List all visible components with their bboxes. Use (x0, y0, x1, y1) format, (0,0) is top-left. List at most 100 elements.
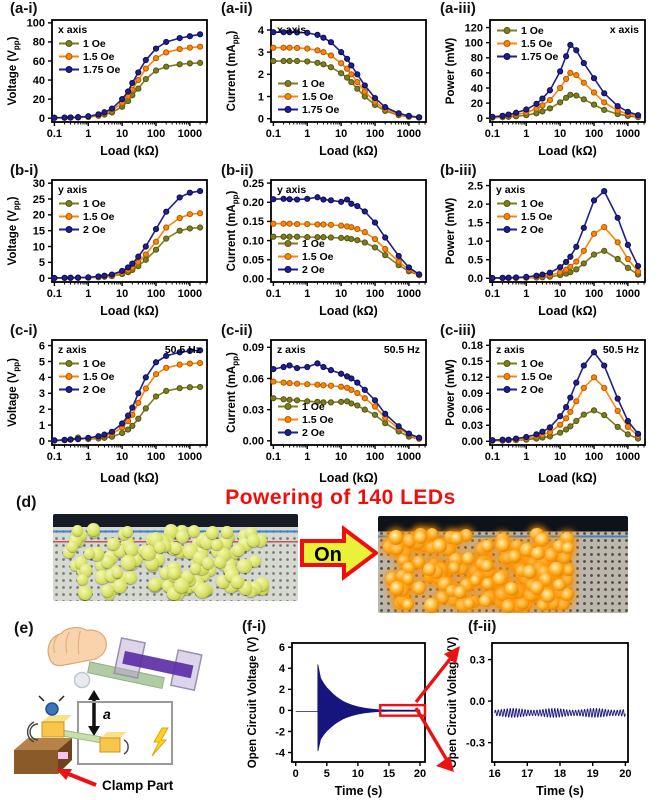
x-axis-label: Load (kΩ) (319, 471, 378, 485)
data-marker (286, 362, 293, 369)
data-marker (505, 111, 512, 118)
led-unlit (198, 569, 210, 581)
y-axis-label: Open Circuit Voltage (V) (247, 637, 259, 769)
x-tick-label: 0.1 (47, 288, 62, 300)
data-marker (51, 274, 58, 282)
data-marker (344, 55, 351, 62)
led-unlit (141, 545, 156, 560)
data-marker (142, 405, 149, 412)
led-unlit (174, 578, 190, 594)
data-marker (523, 106, 530, 113)
y-tick-label: 0.03 (243, 404, 264, 416)
led-unlit (63, 546, 75, 558)
x-tick-label: 20 (619, 768, 631, 780)
chart-current-z-axis: 0.1 1 10 100 1000 0.00 0.03 0.06 0.09 Load (kΩ) Cu… (226, 339, 427, 485)
data-marker (557, 269, 564, 276)
data-marker (293, 57, 301, 65)
data-marker (614, 407, 621, 414)
data-marker (395, 110, 402, 117)
led-lit (412, 580, 427, 595)
legend-entry: 2 Oe (83, 384, 106, 396)
y-tick-label: -2 (275, 726, 285, 738)
data-marker (512, 274, 520, 281)
data-marker (286, 57, 293, 65)
data-marker (304, 45, 311, 52)
data-marker (338, 234, 345, 242)
pink-pad (58, 752, 68, 759)
data-marker (135, 76, 142, 84)
data-marker (320, 234, 327, 241)
data-marker (348, 62, 355, 69)
legend-entry: 1.75 Oe (302, 104, 340, 116)
data-marker (176, 45, 183, 53)
data-marker (573, 266, 580, 273)
data-marker (108, 428, 116, 435)
panel-label-d: (d) (16, 494, 37, 511)
led-unlit (246, 534, 260, 548)
led-unlit (148, 578, 161, 591)
data-marker (405, 264, 412, 271)
data-marker (152, 393, 160, 400)
led-unlit (71, 524, 84, 537)
x-tick-label: 0.1 (266, 128, 281, 140)
data-marker (405, 430, 412, 437)
y-tick-label: 3 (39, 388, 45, 400)
panel-f-i: (f-i) 0 5 10 15 20 -4 -2 0 2 4 6 Time (s) Open Circu… (234, 618, 460, 800)
data-marker (624, 255, 631, 263)
acceleration-label: a (103, 706, 111, 722)
panel-label: (a-iii) (440, 0, 476, 17)
data-marker (163, 224, 170, 231)
y-axis-label: Voltage (Vpp) (7, 36, 21, 105)
led-unlit (221, 526, 233, 538)
legend-entry: 1 Oe (302, 238, 325, 250)
data-marker (415, 434, 423, 441)
clamp-part-label: Clamp Part (102, 778, 174, 793)
y-tick-label: 6 (39, 340, 45, 352)
data-marker (270, 57, 277, 65)
panel-label: (b-i) (10, 162, 39, 179)
x-tick-label: 1000 (178, 128, 202, 140)
data-marker (601, 247, 608, 254)
data-marker (539, 428, 546, 435)
data-marker (142, 374, 149, 381)
legend-entry: 2 Oe (521, 224, 544, 236)
data-marker (286, 220, 293, 227)
data-marker (614, 395, 621, 402)
y-tick-label: 2.0 (468, 199, 483, 211)
data-marker (176, 214, 183, 222)
data-marker (320, 382, 327, 389)
panel-b-ii: (b-ii) 0.1 1 10 100 1000 0.00 0.05 0.10 0.15 0.20… (219, 160, 438, 320)
y-tick-label: 100 (27, 18, 45, 30)
led-unlit (154, 541, 167, 554)
data-marker (293, 233, 301, 240)
y-axis-label: Current (mApp) (226, 30, 240, 111)
x-tick-label: 1000 (178, 451, 202, 463)
data-marker (557, 421, 564, 428)
led-lit (423, 562, 437, 576)
x-tick-label: 0.1 (485, 128, 500, 140)
legend-entry: 1 Oe (521, 25, 544, 37)
data-marker (196, 187, 204, 195)
panel-a-ii: (a-ii) 0.1 1 10 100 1000 0 1 2 3 4 Load (kΩ) Curren… (219, 0, 438, 160)
data-marker (338, 60, 345, 67)
data-marker (499, 112, 506, 119)
data-marker (320, 49, 327, 56)
data-marker (304, 381, 311, 388)
data-marker (176, 61, 183, 68)
led-unlit (245, 585, 258, 598)
data-marker (186, 60, 193, 67)
led-unlit (187, 524, 200, 538)
data-marker (361, 395, 368, 402)
legend-header: z axis (58, 344, 87, 356)
data-marker (590, 75, 598, 82)
data-marker (338, 198, 345, 205)
data-marker (186, 360, 193, 367)
voltage-waveform (295, 664, 421, 752)
data-marker (163, 352, 170, 360)
data-marker (371, 244, 379, 251)
y-axis-label: Voltage (Vpp) (7, 196, 21, 265)
led-unlit (189, 562, 202, 575)
data-marker (590, 101, 598, 108)
led-lit (515, 564, 528, 577)
data-marker (361, 229, 368, 236)
